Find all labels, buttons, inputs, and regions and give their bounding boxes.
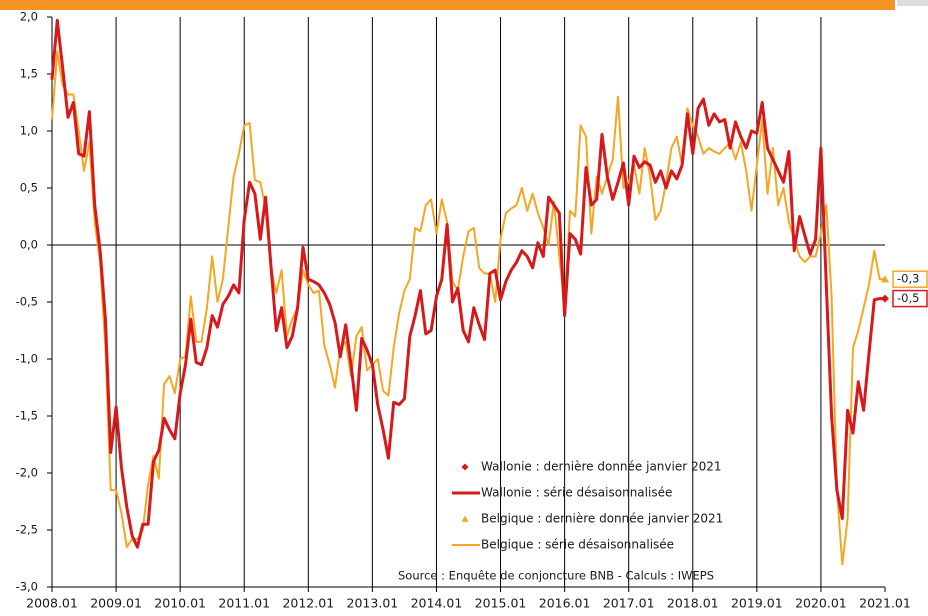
x-tick-label: 2015.01 — [475, 596, 527, 611]
series-line — [50, 18, 885, 549]
marker — [461, 515, 469, 522]
series-line — [51, 50, 885, 566]
x-tick-label: 2011.01 — [218, 596, 270, 611]
legend-label: Belgique : série désaisonnalisée — [481, 538, 674, 552]
y-tick-label: 1,0 — [20, 124, 38, 138]
value-label-box — [892, 270, 928, 288]
y-tick-label: 0,0 — [20, 238, 38, 252]
x-tick-label: 2010.01 — [154, 596, 206, 611]
y-tick-label: -3,0 — [16, 580, 38, 594]
legend-label: Wallonie : série désaisonnalisée — [481, 486, 672, 500]
x-tick-label: 2014.01 — [411, 596, 463, 611]
value-label: -0,3 — [897, 272, 919, 286]
y-tick-label: -1,0 — [16, 352, 38, 366]
x-tick-label: 2008.01 — [26, 596, 78, 611]
x-tick-label: 2019.01 — [731, 596, 783, 611]
marker — [881, 275, 889, 283]
y-tick-label: 0,5 — [20, 181, 38, 195]
x-tick-label: 2016.01 — [539, 596, 591, 611]
x-tick-label: 2018.01 — [667, 596, 719, 611]
legend-label: Wallonie : dernière donnée janvier 2021 — [481, 460, 722, 474]
header-band-tail — [897, 0, 928, 6]
value-label-box — [892, 289, 928, 308]
x-tick-label: 2012.01 — [282, 596, 334, 611]
y-tick-label: -0,5 — [16, 295, 38, 309]
x-tick-label: 2020.01 — [795, 596, 847, 611]
source-note: Source : Enquête de conjoncture BNB - Ca… — [398, 569, 714, 583]
legend-label: Belgique : dernière donnée janvier 2021 — [481, 512, 723, 526]
marker — [881, 294, 889, 303]
y-tick-label: -2,5 — [16, 523, 38, 537]
y-tick-label: -2,0 — [16, 466, 38, 480]
x-tick-label: 2017.01 — [603, 596, 655, 611]
y-tick-label: 2,0 — [20, 10, 38, 24]
y-tick-label: 1,5 — [20, 67, 38, 81]
marker — [461, 463, 469, 471]
x-tick-label: 2009.01 — [90, 596, 142, 611]
x-tick-label: 2021.01 — [859, 596, 911, 611]
value-label: -0,5 — [897, 291, 919, 305]
y-tick-label: -1,5 — [16, 409, 38, 423]
x-tick-label: 2013.01 — [347, 596, 399, 611]
header-band — [0, 0, 895, 10]
